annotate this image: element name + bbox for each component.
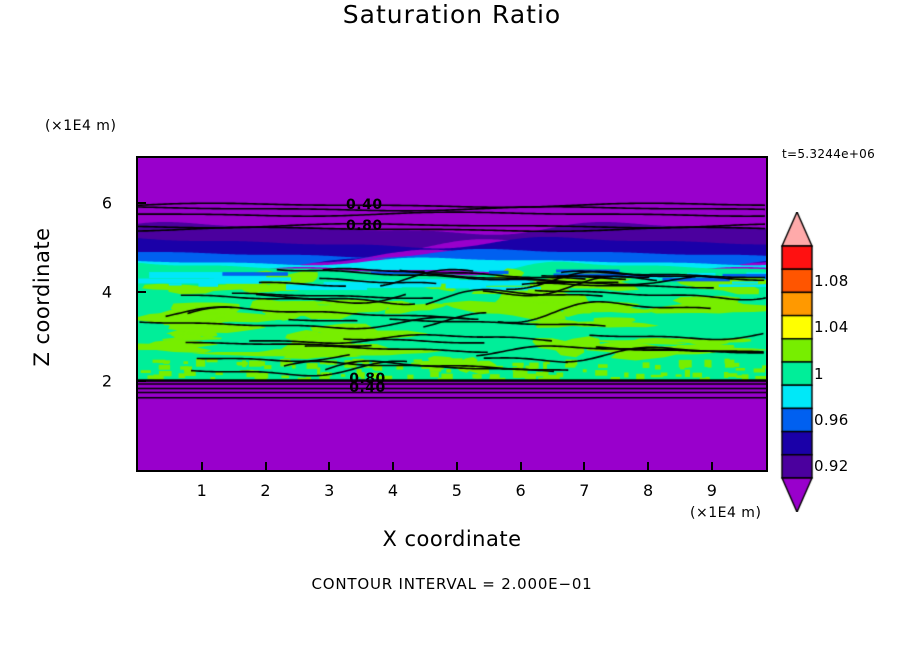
y-tick-mark	[138, 290, 146, 293]
x-tick-label: 3	[324, 481, 335, 500]
x-tick-label: 1	[196, 481, 207, 500]
x-tick-label: 6	[515, 481, 526, 500]
y-tick-label: 4	[101, 282, 112, 302]
x-tick-mark	[519, 462, 522, 470]
timestamp-annotation: t=5.3244e+06	[782, 147, 876, 161]
y-axis-unit: (×1E4 m)	[45, 118, 117, 134]
colorbar-tick-label: 0.92	[814, 457, 849, 476]
y-tick-mark	[138, 379, 146, 382]
x-axis-unit: (×1E4 m)	[690, 505, 762, 521]
x-tick-mark	[455, 462, 458, 470]
contour-plot-area	[136, 156, 768, 472]
x-tick-mark	[583, 462, 586, 470]
contour-label: 0.40	[349, 380, 386, 397]
x-tick-label: 9	[706, 481, 717, 500]
x-tick-mark	[392, 462, 395, 470]
x-tick-label: 5	[451, 481, 462, 500]
y-tick-mark	[138, 201, 146, 204]
colorbar-swatches	[780, 212, 814, 512]
x-tick-mark	[647, 462, 650, 470]
x-tick-mark	[710, 462, 713, 470]
contour-label: 0.80	[349, 370, 386, 387]
y-tick-label: 2	[101, 371, 112, 391]
x-tick-mark	[264, 462, 267, 470]
x-tick-label: 7	[579, 481, 590, 500]
colorbar-tick-label: 1	[814, 364, 824, 383]
contour-field-canvas	[138, 158, 766, 470]
y-axis-label: Z coordinate	[30, 227, 54, 367]
colorbar-tick-label: 0.96	[814, 411, 849, 429]
y-tick-label: 6	[101, 193, 112, 213]
x-tick-mark	[328, 462, 331, 470]
x-tick-mark	[200, 462, 203, 470]
x-tick-label: 4	[387, 481, 399, 500]
contour-label: 0.80	[346, 217, 383, 234]
page-title: Saturation Ratio	[342, 0, 562, 29]
x-tick-label: 8	[642, 481, 654, 500]
contour-label: 0.40	[346, 197, 383, 214]
x-tick-label: 2	[260, 481, 271, 500]
colorbar[interactable]: 1.08 1.04 1 0.96 0.92	[780, 212, 898, 512]
colorbar-tick-label: 1.04	[814, 318, 849, 337]
colorbar-tick-label: 1.08	[814, 271, 849, 290]
contour-interval-note: CONTOUR INTERVAL = 2.000E−01	[311, 575, 593, 593]
x-axis-label: X coordinate	[382, 527, 522, 551]
